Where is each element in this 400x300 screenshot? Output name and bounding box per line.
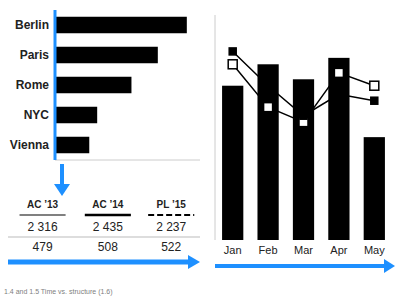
category-label: Rome bbox=[16, 78, 50, 92]
category-label: Vienna bbox=[10, 138, 49, 152]
category-label: Paris bbox=[20, 48, 50, 62]
table-header: AC ’13 bbox=[27, 199, 59, 210]
bar bbox=[55, 77, 131, 94]
category-label: Jan bbox=[224, 244, 242, 256]
table-swatch bbox=[85, 214, 131, 217]
table-cell: 479 bbox=[33, 240, 53, 254]
table-header: PL ’15 bbox=[157, 199, 187, 210]
marker bbox=[264, 103, 273, 112]
plot bbox=[222, 48, 385, 240]
category-label: NYC bbox=[24, 108, 50, 122]
table-separator bbox=[8, 237, 200, 238]
table-cell: 2 237 bbox=[156, 220, 186, 234]
bars bbox=[55, 17, 187, 154]
bar bbox=[364, 137, 385, 240]
table-cell: 508 bbox=[98, 240, 118, 254]
bar bbox=[293, 79, 314, 240]
bar bbox=[55, 137, 89, 154]
y-axis-line bbox=[215, 15, 216, 240]
chart: Berlin Paris Rome NYC Vienna 1.4 and 1.5 Time… bbox=[0, 0, 400, 300]
category-label: Apr bbox=[330, 244, 347, 256]
axis-accent bbox=[54, 10, 57, 160]
table-swatch bbox=[20, 214, 66, 216]
marker bbox=[335, 91, 342, 98]
table-cell: 522 bbox=[161, 240, 181, 254]
bar bbox=[55, 47, 158, 64]
bar bbox=[257, 64, 278, 240]
category-label: Feb bbox=[259, 244, 278, 256]
table-cell: 2 316 bbox=[28, 220, 58, 234]
x-axis-line bbox=[55, 160, 200, 161]
marker bbox=[229, 48, 236, 55]
table-swatch bbox=[148, 214, 194, 216]
category-label: Berlin bbox=[15, 18, 49, 32]
bar bbox=[328, 58, 349, 240]
marker bbox=[371, 97, 378, 104]
bar bbox=[222, 86, 243, 240]
marker bbox=[228, 60, 237, 69]
arrow-head bbox=[188, 255, 200, 269]
marker bbox=[300, 112, 307, 119]
marker bbox=[370, 81, 379, 90]
category-label: Mar bbox=[294, 244, 313, 256]
arrow-shaft bbox=[8, 260, 190, 265]
footer-note: 1.4 and 1.5 Time vs. structure (1.6) bbox=[4, 288, 113, 296]
arrow-shaft bbox=[60, 164, 64, 186]
category-label: May bbox=[364, 244, 385, 256]
marker bbox=[334, 68, 343, 77]
bar bbox=[55, 17, 187, 34]
arrow-head bbox=[384, 259, 395, 273]
line bbox=[233, 51, 375, 115]
bar bbox=[55, 107, 97, 124]
table-header: AC ’14 bbox=[92, 199, 124, 210]
marker bbox=[265, 82, 272, 89]
arrow-shaft bbox=[215, 264, 386, 268]
table-cell: 2 435 bbox=[93, 220, 123, 234]
arrow-head bbox=[54, 184, 70, 196]
